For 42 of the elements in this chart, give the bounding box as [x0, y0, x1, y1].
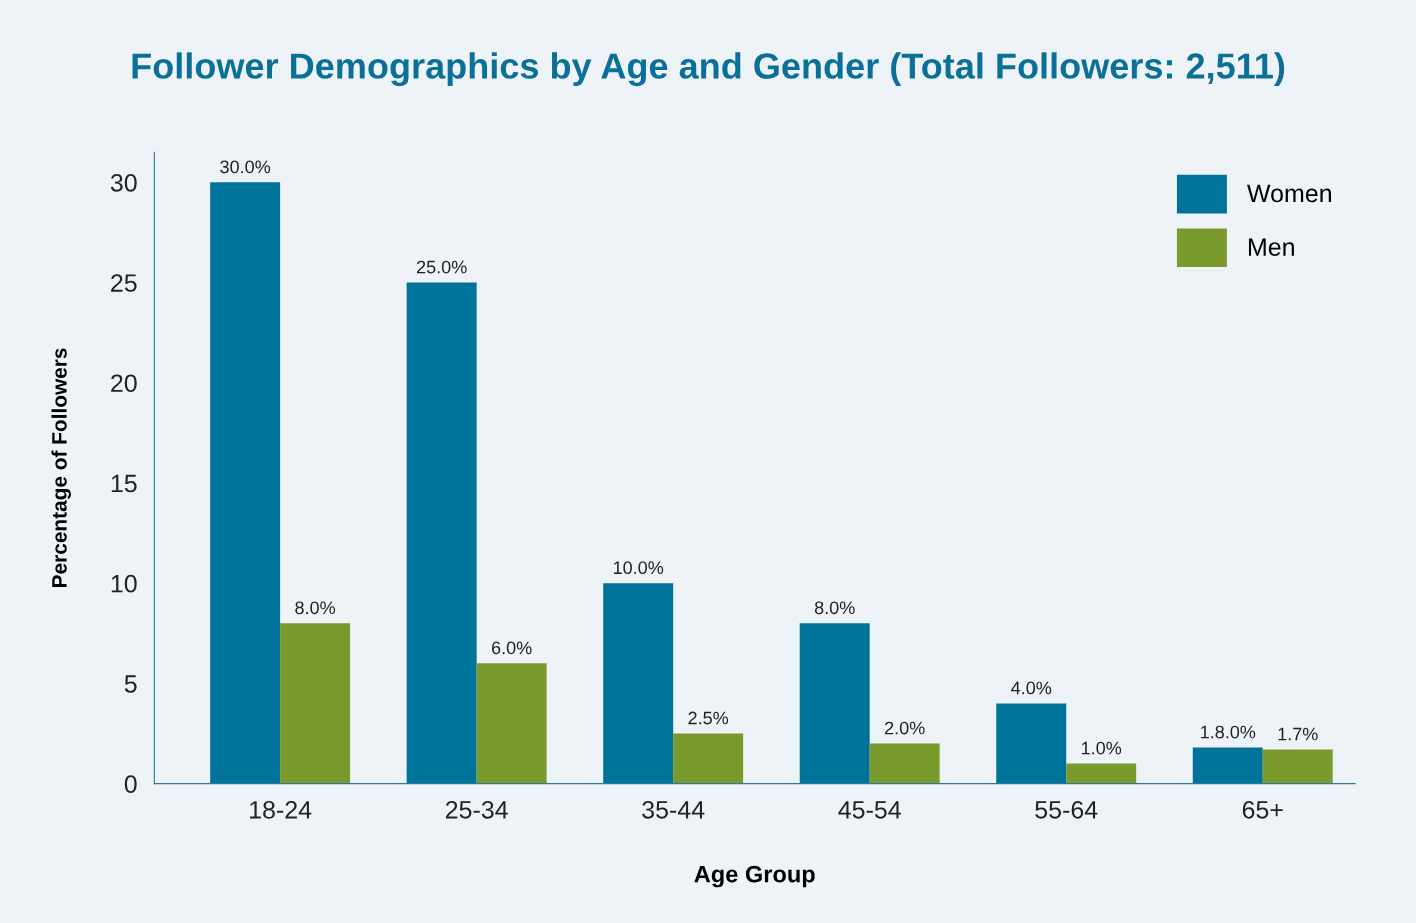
legend-label: Women [1247, 184, 1331, 203]
x-tick-label: 65+ [1242, 800, 1283, 819]
x-tick-label: 45-54 [838, 801, 901, 819]
bar [280, 623, 351, 784]
y-axis-title: Percentage of Followers [51, 348, 71, 587]
bar [799, 623, 870, 784]
y-tick-label: 30 [110, 173, 137, 192]
y-tick-label: 15 [111, 474, 137, 493]
x-tick-label: 18-24 [250, 800, 312, 819]
x-tick-label: 35-44 [642, 800, 705, 819]
data-label: 2.5% [688, 711, 729, 725]
bar [1262, 749, 1333, 784]
bar [210, 182, 281, 784]
x-tick-label: 55-64 [1035, 800, 1098, 819]
data-label: 8.0% [814, 601, 855, 615]
bar [673, 733, 744, 784]
bar [476, 663, 547, 784]
data-label: 1.8.0% [1201, 725, 1256, 739]
data-label: 2.0% [885, 721, 925, 735]
data-label: 30.0% [220, 160, 271, 174]
y-tick-label: 5 [124, 675, 137, 693]
bar [406, 282, 477, 784]
data-label: 1.0% [1082, 741, 1122, 755]
y-tick-label: 25 [111, 274, 137, 292]
data-label: 8.0% [295, 601, 336, 615]
data-label: 1.7% [1278, 727, 1318, 741]
data-label: 25.0% [416, 260, 467, 274]
y-tick-label: 20 [111, 374, 137, 393]
legend-label: Men [1248, 238, 1294, 256]
y-tick-label: 10 [111, 574, 137, 593]
bar [603, 583, 674, 784]
x-axis-title: Age Group [694, 865, 815, 888]
bar [1192, 747, 1263, 784]
bar [996, 703, 1067, 784]
bar [1066, 763, 1137, 784]
y-tick-label: 0 [124, 775, 137, 793]
data-label: 4.0% [1011, 681, 1052, 695]
data-label: 6.0% [491, 641, 532, 655]
chart-title: Follower Demographics by Age and Gender (Total Followers: 2,511) [132, 52, 1285, 87]
data-label: 10.0% [613, 561, 664, 575]
x-tick-label: 25-34 [445, 800, 508, 819]
bar [869, 743, 940, 784]
